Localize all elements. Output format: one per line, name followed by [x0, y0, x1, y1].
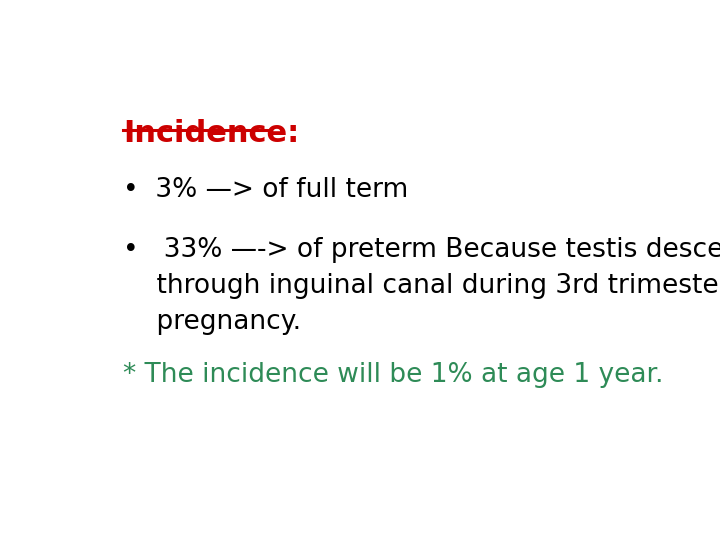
Text: •   33% —-> of preterm Because testis descend
    through inguinal canal during : • 33% —-> of preterm Because testis desc…: [124, 238, 720, 335]
Text: Incidence:: Incidence:: [124, 119, 300, 148]
Text: * The incidence will be 1% at age 1 year.: * The incidence will be 1% at age 1 year…: [124, 362, 664, 388]
Text: •  3% —> of full term: • 3% —> of full term: [124, 177, 409, 203]
